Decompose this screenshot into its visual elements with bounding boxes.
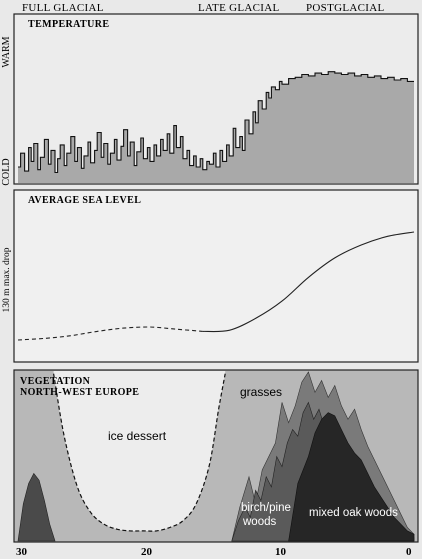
vegetation-title-2: NORTH-WEST EUROPE	[20, 387, 139, 398]
period-postglacial: POSTGLACIAL	[306, 2, 384, 14]
label-grasses: grasses	[240, 385, 282, 399]
vegetation-title-1: VEGETATION	[20, 376, 91, 387]
xtick-30: 30	[16, 546, 28, 558]
sea-level-ylabel: 130 m max. drop	[2, 247, 12, 312]
cold-label: COLD	[1, 158, 12, 185]
sea-level-panel: AVERAGE SEA LEVEL	[13, 189, 419, 363]
period-late-glacial: LATE GLACIAL	[198, 2, 280, 14]
mixed-oak-area	[288, 412, 415, 542]
label-birch-pine-1: birch/pine	[241, 502, 291, 514]
warm-label: WARM	[1, 36, 12, 67]
temperature-panel: TEMPERATURE	[13, 13, 419, 185]
sea-level-line-solid	[202, 231, 415, 333]
xtick-20: 20	[141, 546, 153, 558]
sea-level-line-dashed	[17, 326, 203, 341]
early-woods-area	[17, 472, 56, 542]
period-full-glacial: FULL GLACIAL	[22, 2, 104, 14]
sea-level-title: AVERAGE SEA LEVEL	[28, 195, 141, 206]
ice-desert-area	[53, 371, 226, 532]
label-ice-dessert: ice dessert	[108, 429, 167, 443]
label-mixed-oak: mixed oak woods	[309, 507, 398, 519]
sea-level-frame	[13, 189, 419, 363]
xtick-10: 10	[275, 546, 287, 558]
temperature-line	[18, 71, 414, 174]
xtick-0: 0	[406, 546, 412, 558]
vegetation-panel: VEGETATION NORTH-WEST EUROPE ice dessert…	[13, 369, 419, 543]
label-birch-pine-2: woods	[242, 516, 276, 528]
temperature-title: TEMPERATURE	[28, 19, 109, 30]
ice-desert-boundary	[53, 373, 226, 532]
